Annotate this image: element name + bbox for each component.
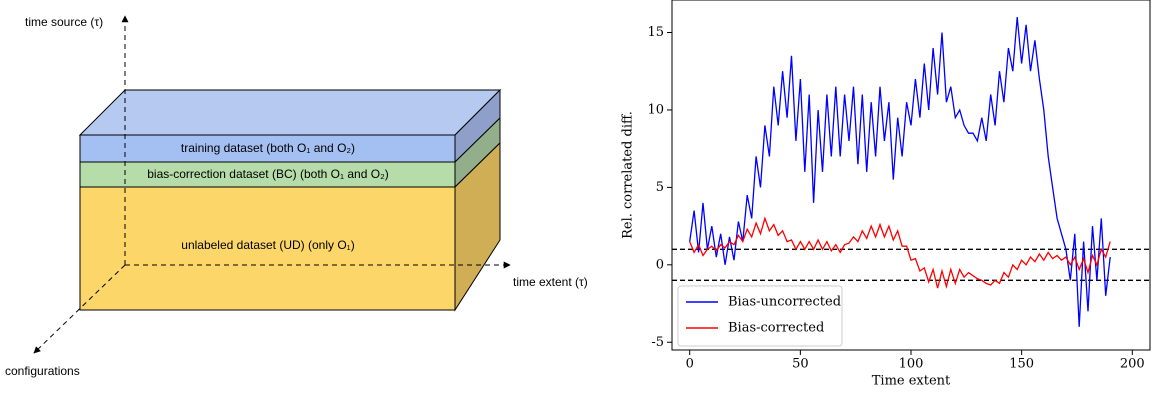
axis-label: time extent (τ) bbox=[513, 275, 588, 289]
axis-label: configurations bbox=[5, 364, 80, 378]
layer-label: unlabeled dataset (UD) (only O₁) bbox=[181, 238, 354, 252]
x-tick-label: 100 bbox=[899, 357, 924, 372]
y-tick-label: 5 bbox=[656, 180, 664, 195]
axis-diagonal bbox=[33, 264, 126, 354]
chart: 0 50 100 150 200 -5 0 5 10 15 Time extent Rel. corr… bbox=[621, 0, 1151, 389]
y-tick-label: 10 bbox=[647, 102, 664, 117]
axis-label: time source (τ) bbox=[25, 15, 103, 29]
series-line bbox=[689, 16, 1111, 327]
layer-label: training dataset (both O₁ and O₂) bbox=[181, 141, 355, 155]
layer-label: bias-correction dataset (BC) (both O₁ an… bbox=[147, 167, 388, 181]
x-tick-label: 0 bbox=[686, 357, 694, 372]
x-tick-label: 50 bbox=[792, 357, 809, 372]
x-axis-label: Time extent bbox=[872, 374, 951, 389]
y-tick-label: -5 bbox=[651, 335, 664, 350]
layer-training bbox=[79, 134, 456, 163]
x-tick-label: 150 bbox=[1009, 357, 1034, 372]
y-tick-label: 0 bbox=[656, 257, 664, 272]
y-axis-label: Rel. correlated diff. bbox=[621, 111, 636, 239]
layer-bc bbox=[79, 161, 456, 188]
x-tick-label: 200 bbox=[1120, 357, 1145, 372]
legend-label: Bias-uncorrected bbox=[728, 295, 841, 310]
legend-box bbox=[677, 285, 843, 347]
legend-label: Bias-corrected bbox=[728, 321, 824, 336]
diagram: time source (τ) time extent (τ) configur… bbox=[5, 15, 588, 378]
box-top bbox=[78, 89, 502, 136]
series-line bbox=[689, 216, 1111, 289]
layer-ud bbox=[79, 186, 456, 311]
legend: Bias-uncorrected Bias-corrected bbox=[677, 285, 843, 347]
y-tick-label: 15 bbox=[647, 25, 664, 40]
